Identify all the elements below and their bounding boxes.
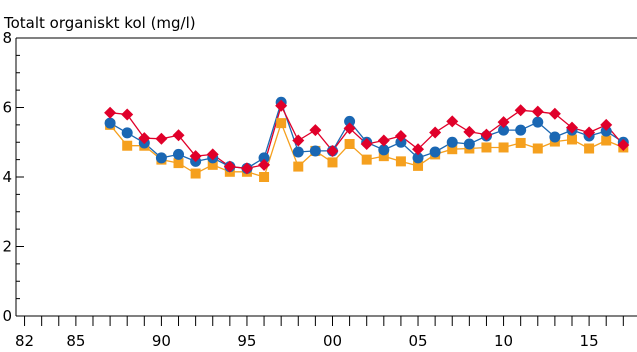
data-point-diamond: [583, 126, 596, 139]
data-point-circle: [498, 124, 510, 136]
chart-title: Totalt organiskt kol (mg/l): [3, 14, 196, 32]
data-point-square: [601, 135, 612, 146]
data-point-square: [481, 142, 492, 153]
data-point-circle: [600, 125, 612, 137]
y-tick-label: 4: [2, 168, 12, 186]
data-point-circle: [515, 124, 527, 136]
y-tick-label: 0: [2, 307, 12, 325]
data-point-square: [293, 161, 304, 172]
series-markers: [104, 96, 630, 182]
data-point-square: [327, 157, 338, 168]
data-point-circle: [463, 138, 475, 150]
data-point-circle: [344, 115, 356, 127]
data-point-circle: [292, 146, 304, 158]
data-point-diamond: [377, 134, 390, 147]
data-point-diamond: [548, 107, 561, 120]
data-point-square: [566, 134, 577, 145]
data-point-circle: [155, 152, 167, 164]
data-point-diamond: [617, 139, 630, 152]
data-point-square: [173, 158, 184, 169]
chart-axes: 0 2 4 6 8 82 85 90 95 00 05 10 15: [2, 29, 637, 350]
x-tick-label: 05: [408, 332, 427, 350]
data-point-circle: [258, 152, 270, 164]
data-point-square: [259, 172, 270, 182]
x-tick-label: 90: [152, 332, 171, 350]
data-point-diamond: [258, 158, 271, 171]
data-point-square: [122, 140, 133, 151]
x-tick-label: 95: [237, 332, 256, 350]
data-point-circle: [395, 136, 407, 148]
data-point-diamond: [206, 148, 219, 161]
data-point-diamond: [121, 108, 134, 121]
x-tick-label: 10: [494, 332, 513, 350]
x-tick-label: 85: [66, 332, 85, 350]
data-point-circle: [429, 146, 441, 158]
data-point-diamond: [531, 105, 544, 118]
data-point-circle: [446, 136, 458, 148]
y-tick-label: 8: [2, 29, 12, 47]
y-tick-label: 2: [2, 238, 12, 256]
data-point-circle: [549, 131, 561, 143]
data-point-circle: [532, 116, 544, 128]
data-point-diamond: [429, 126, 442, 139]
data-point-diamond: [565, 121, 578, 134]
series-line-square: [109, 121, 624, 178]
data-point-circle: [104, 117, 116, 129]
data-point-diamond: [497, 116, 510, 129]
data-point-square: [276, 118, 287, 129]
data-point-diamond: [360, 137, 373, 150]
data-point-diamond: [155, 132, 168, 145]
data-point-diamond: [172, 129, 185, 142]
data-point-square: [515, 137, 526, 148]
data-point-square: [207, 159, 218, 170]
data-point-diamond: [343, 122, 356, 135]
data-point-diamond: [600, 118, 613, 131]
x-tick-label: 15: [580, 332, 599, 350]
data-point-square: [447, 144, 458, 155]
data-point-diamond: [412, 143, 425, 156]
data-point-square: [584, 143, 595, 154]
data-point-diamond: [240, 162, 253, 175]
data-point-diamond: [463, 125, 476, 138]
data-point-circle: [121, 127, 133, 139]
data-point-diamond: [514, 104, 527, 117]
data-point-square: [344, 138, 355, 149]
data-point-circle: [378, 144, 390, 156]
data-point-circle: [173, 148, 185, 160]
data-point-diamond: [275, 99, 288, 112]
data-point-diamond: [138, 132, 151, 145]
data-point-diamond: [446, 115, 459, 128]
data-point-diamond: [480, 128, 493, 141]
data-point-diamond: [189, 150, 202, 163]
data-point-square: [361, 154, 372, 165]
data-point-square: [413, 160, 424, 171]
data-point-circle: [309, 145, 321, 157]
x-tick-label: 00: [323, 332, 342, 350]
data-point-diamond: [292, 134, 305, 147]
data-point-diamond: [104, 106, 117, 119]
y-tick-label: 6: [2, 99, 12, 117]
data-point-circle: [412, 152, 424, 164]
data-point-square: [532, 143, 543, 154]
data-point-diamond: [394, 129, 407, 142]
data-point-square: [498, 142, 509, 153]
data-point-square: [190, 168, 201, 179]
data-point-diamond: [223, 160, 236, 173]
data-point-square: [378, 151, 389, 162]
x-tick-label: 82: [15, 332, 34, 350]
data-point-diamond: [326, 144, 339, 157]
data-point-diamond: [309, 124, 322, 137]
data-point-square: [395, 156, 406, 167]
